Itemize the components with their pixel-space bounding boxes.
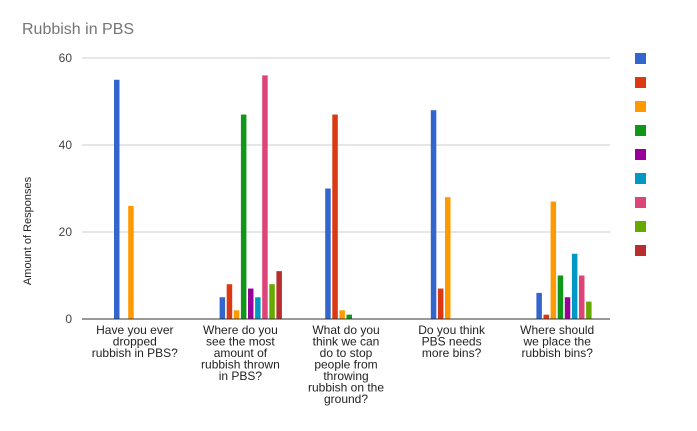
bar [233, 310, 240, 319]
y-tick-label: 40 [59, 138, 73, 152]
x-tick-label: Where should we place the rubbish bins? [520, 323, 594, 360]
axes: 0 20 40 60 Have you ever dropped rubbish in PB… [59, 51, 610, 406]
legend-swatch [635, 77, 646, 88]
bar [339, 310, 345, 319]
chart-title: Rubbish in PBS [22, 21, 134, 38]
bar [255, 297, 261, 319]
bar [240, 114, 247, 319]
bar [262, 75, 268, 320]
y-tick-label: 20 [59, 225, 73, 239]
legend-swatch [635, 149, 646, 160]
x-tick-label: Have you ever dropped rubbish in PBS? [92, 323, 178, 360]
legend [635, 53, 646, 256]
legend-swatch [635, 221, 646, 232]
bar [276, 271, 282, 319]
bar [445, 197, 451, 319]
x-tick-label: What do you think we can do to stop people … [308, 323, 384, 406]
y-tick-label: 60 [59, 51, 73, 65]
bar [114, 79, 120, 319]
bar [579, 275, 585, 319]
bar [430, 110, 437, 319]
legend-swatch [635, 197, 646, 208]
x-tick-label: Where do you see the most amount of rubbish… [201, 323, 280, 383]
bar [543, 314, 549, 319]
bar [564, 297, 571, 319]
gridlines [82, 57, 610, 233]
bar [128, 205, 134, 319]
bar [550, 201, 557, 319]
y-axis-label: Amount of Responses [22, 176, 34, 285]
legend-swatch [635, 101, 646, 112]
bar [325, 188, 331, 319]
legend-swatch [635, 125, 646, 136]
bars [114, 75, 592, 320]
bar [571, 253, 578, 319]
bar [332, 114, 338, 319]
bar [226, 284, 233, 319]
bar [269, 284, 275, 319]
x-tick-label: Do you think PBS needs more bins? [418, 323, 486, 360]
legend-swatch [635, 53, 646, 64]
bar [248, 288, 254, 319]
legend-swatch [635, 245, 646, 256]
legend-swatch [635, 173, 646, 184]
bar [557, 275, 564, 319]
bar [437, 288, 444, 319]
bar [219, 297, 226, 319]
bar [346, 314, 352, 319]
bar [536, 292, 542, 319]
y-tick-label: 0 [65, 312, 72, 326]
bar [586, 301, 592, 319]
